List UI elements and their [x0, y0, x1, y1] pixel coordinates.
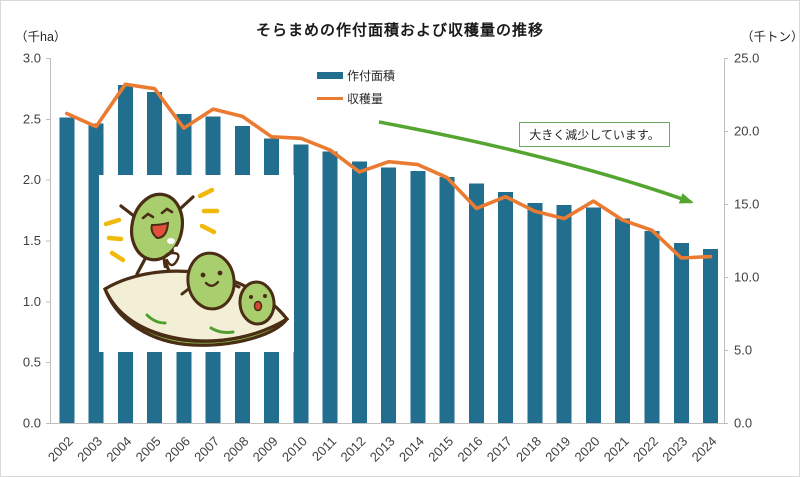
- legend-item-planting-area: 作付面積: [317, 67, 395, 84]
- left-axis-unit: （千ha）: [15, 30, 67, 44]
- annotation-callout: 大きく減少しています。: [519, 122, 670, 147]
- x-tick-label: 2022: [630, 434, 661, 465]
- x-tick-label: 2006: [162, 434, 193, 465]
- legend: 作付面積 収穫量: [317, 67, 395, 107]
- x-tick-label: 2014: [396, 434, 427, 465]
- x-tick-label: 2007: [191, 434, 222, 465]
- bar-2011: [322, 151, 338, 423]
- line-series-swatch-icon: [317, 96, 343, 101]
- x-tick-label: 2008: [220, 434, 251, 465]
- x-tick-label: 2013: [367, 434, 398, 465]
- harvest-line-group: [65, 82, 713, 260]
- bar-2016: [468, 183, 484, 423]
- bar-2010: [293, 144, 309, 423]
- x-tick-label: 2017: [484, 434, 515, 465]
- left-axis-tick-label: 1.0: [23, 294, 41, 309]
- right-axis-tick-label: 10.0: [734, 270, 759, 285]
- bar-2013: [381, 167, 397, 423]
- pod-accent-icon: [145, 313, 235, 334]
- annotation-text: 大きく減少しています。: [529, 128, 660, 142]
- axes-group: 3.0 2.5 2.0 1.5 1.0 0.5 0.0 25.0 20.0 15.0 10.0 5.0…: [23, 51, 759, 465]
- x-tick-label: 2002: [45, 434, 76, 465]
- right-axis-tick-label: 20.0: [734, 124, 759, 139]
- x-tick-label: 2016: [455, 434, 486, 465]
- right-axis-tick-label: 25.0: [734, 51, 759, 66]
- right-axis-unit: （千トン）: [741, 30, 800, 44]
- x-tick-label: 2018: [513, 434, 544, 465]
- bar-2019: [556, 205, 572, 423]
- bar-2022: [644, 230, 660, 423]
- bean-pod-icon: [102, 251, 290, 347]
- pod-bean-right-icon: [238, 280, 276, 326]
- bar-2017: [498, 191, 514, 423]
- page-title: そらまめの作付面積および収穫量の推移: [255, 22, 544, 39]
- x-tick-label: 2009: [250, 434, 281, 465]
- bar-2023: [673, 242, 689, 423]
- left-axis-tick-label: 1.5: [23, 233, 41, 248]
- x-tick-label: 2005: [133, 434, 164, 465]
- x-tick-label: 2012: [337, 434, 368, 465]
- bar-2014: [410, 171, 426, 423]
- bar-2018: [527, 202, 543, 423]
- legend-label-harvest: 収穫量: [347, 92, 384, 106]
- bar-2024: [703, 249, 718, 423]
- jumping-bean-icon: [119, 192, 195, 278]
- bar-2015: [439, 177, 455, 423]
- trend-arrow: [378, 120, 694, 204]
- x-tick-label: 2010: [279, 434, 310, 465]
- bar-2021: [615, 218, 631, 423]
- left-axis-tick-label: 2.5: [23, 111, 41, 126]
- left-axis-tick-label: 0.0: [23, 416, 41, 431]
- x-tick-label: 2020: [572, 434, 603, 465]
- right-axis-tick-label: 15.0: [734, 197, 759, 212]
- bar-series-swatch-icon: [317, 72, 343, 79]
- left-axis-tick-label: 0.5: [23, 355, 41, 370]
- soramame-illustration: [99, 175, 294, 352]
- x-tick-label: 2023: [659, 434, 690, 465]
- x-tick-label: 2015: [425, 434, 456, 465]
- left-axis-tick-label: 3.0: [23, 51, 41, 66]
- right-axis-tick-label: 0.0: [734, 416, 752, 431]
- x-tick-label: 2024: [689, 434, 720, 465]
- left-axis-tick-label: 2.0: [23, 172, 41, 187]
- right-axis-tick-label: 5.0: [734, 343, 752, 358]
- x-tick-label: 2019: [542, 434, 573, 465]
- sparkle-icon: [103, 187, 220, 263]
- x-tick-label: 2004: [103, 434, 134, 465]
- legend-label-planting-area: 作付面積: [347, 69, 396, 83]
- x-tick-label: 2011: [309, 434, 339, 464]
- pod-bean-center-icon: [180, 251, 241, 311]
- bar-2002: [59, 117, 75, 423]
- soramame-illustration-svg: [102, 187, 290, 347]
- bar-2020: [586, 207, 601, 423]
- harvest-line: [65, 82, 713, 260]
- bar-2012: [351, 161, 367, 423]
- legend-item-harvest: 収穫量: [317, 90, 395, 107]
- x-tick-label: 2021: [601, 434, 632, 465]
- x-tick-label: 2003: [74, 434, 105, 465]
